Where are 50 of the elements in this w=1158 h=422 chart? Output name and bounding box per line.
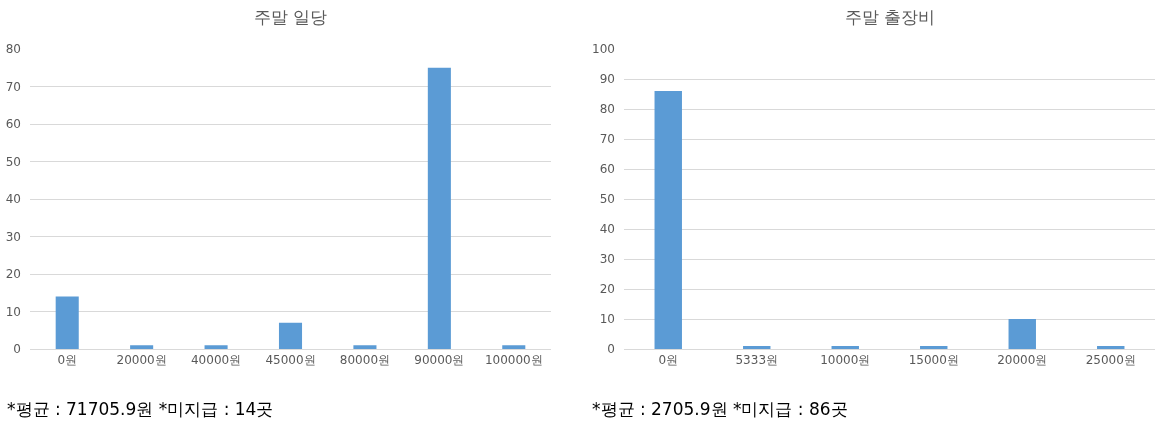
x-tick-label: 90000원 [414,353,465,368]
y-tick-label: 70 [599,132,615,147]
x-tick-label: 0원 [658,353,679,368]
y-tick-label: 50 [599,192,615,207]
y-tick-label: 60 [599,162,615,177]
y-tick-label: 70 [5,79,21,94]
y-tick-label: 10 [599,312,615,327]
y-tick-label: 10 [5,304,21,319]
y-tick-label: 30 [5,229,21,244]
bar [502,345,526,349]
y-tick-label: 80 [599,102,615,117]
y-tick-label: 20 [599,282,615,297]
text: *평균 : 2705.9원 *미지급 : 86곳 [592,399,848,419]
y-tick-label: 30 [599,252,615,267]
x-tick-label: 40000원 [190,353,242,368]
bar [920,346,948,349]
x-tick-label: 20000원 [997,353,1048,368]
y-tick-label: 40 [599,222,615,237]
bar [654,91,682,349]
y-tick-label: 80 [5,42,21,57]
x-tick-label: 15000원 [908,353,959,368]
text: *평균 : 71705.9원 *미지급 : 14곳 [7,399,274,419]
bar [353,345,377,349]
x-tick-label: 20000원 [116,353,167,368]
bar [130,345,154,349]
x-tick-label: 10000원 [820,353,871,368]
x-tick-label: 5333원 [735,353,779,368]
bar [1097,346,1125,349]
x-tick-label: 0원 [57,353,78,368]
x-tick-label: 80000원 [339,353,391,368]
bar [204,345,228,349]
x-tick-label: 45000원 [265,353,316,368]
y-tick-label: 40 [5,192,21,207]
y-tick-label: 0 [13,342,21,357]
x-tick-label: 100000원 [484,353,543,368]
y-tick-label: 0 [607,342,615,357]
y-tick-label: 50 [5,154,21,169]
x-tick-label: 25000원 [1085,353,1136,368]
chart-title: 주말 일당 [254,7,328,27]
y-tick-label: 60 [5,117,21,132]
bar [427,67,451,349]
bar [1008,319,1036,349]
y-tick-label: 100 [592,42,615,57]
bar [55,296,79,349]
bar [831,346,859,349]
y-tick-label: 90 [599,72,615,87]
bar [743,346,771,349]
bar [278,322,303,349]
y-tick-label: 20 [5,267,21,282]
chart-title: 주말 출장비 [845,7,936,27]
